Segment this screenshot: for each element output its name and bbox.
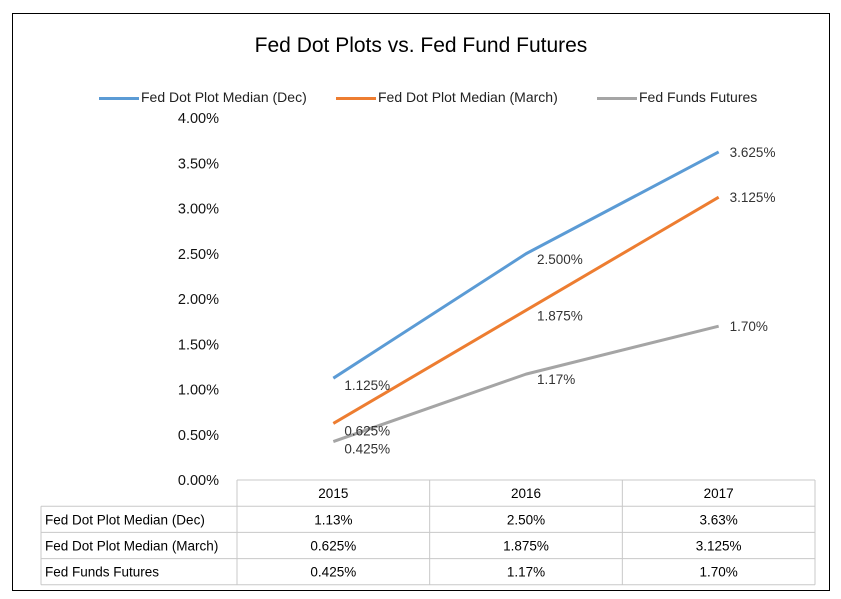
data-label: 1.125%	[344, 378, 390, 393]
table-cell: 2.50%	[507, 512, 545, 527]
table-cell: 1.70%	[700, 565, 738, 580]
series-line-1	[332, 195, 720, 425]
series-line-0	[332, 150, 720, 380]
y-tick-label: 2.00%	[178, 292, 219, 308]
data-label: 0.425%	[344, 442, 390, 457]
legend-label-march: Fed Dot Plot Median (March)	[378, 89, 558, 105]
y-tick-label: 4.00%	[178, 111, 219, 127]
legend-swatch-futures	[597, 97, 637, 100]
data-label: 3.125%	[730, 190, 776, 205]
data-label: 0.625%	[344, 423, 390, 438]
data-label: 1.875%	[537, 308, 583, 323]
data-label: 1.17%	[537, 372, 575, 387]
y-tick-label: 1.00%	[178, 383, 219, 399]
table-row-label: Fed Funds Futures	[45, 565, 159, 580]
legend: Fed Dot Plot Median (Dec) Fed Dot Plot M…	[13, 87, 829, 107]
table-cell: 1.17%	[507, 565, 545, 580]
data-label: 3.625%	[730, 145, 776, 160]
series-line-2	[332, 324, 720, 443]
x-tick-label: 2017	[704, 486, 734, 501]
legend-swatch-dec	[99, 97, 139, 100]
table-cell: 3.63%	[700, 512, 738, 527]
table-cell: 0.625%	[310, 539, 356, 554]
x-tick-label: 2016	[511, 486, 541, 501]
legend-swatch-march	[336, 97, 376, 100]
x-tick-label: 2015	[318, 486, 348, 501]
chart-frame: Fed Dot Plots vs. Fed Fund Futures Fed D…	[12, 13, 830, 591]
table-row-label: Fed Dot Plot Median (March)	[45, 539, 218, 554]
y-tick-label: 2.50%	[178, 247, 219, 263]
data-label: 1.70%	[730, 319, 768, 334]
y-tick-label: 3.50%	[178, 156, 219, 172]
table-cell: 1.13%	[314, 512, 352, 527]
legend-label-futures: Fed Funds Futures	[639, 89, 758, 105]
table-cell: 1.875%	[503, 539, 549, 554]
chart-plot: 4.00% 3.50% 3.00% 2.50% 2.00% 1.50% 1.00% 0.50%…	[40, 111, 816, 586]
table-cell: 0.425%	[310, 565, 356, 580]
y-tick-label: 1.50%	[178, 337, 219, 353]
y-tick-label: 3.00%	[178, 202, 219, 218]
y-tick-label: 0.50%	[178, 428, 219, 444]
y-tick-label: 0.00%	[178, 473, 219, 489]
table-row-label: Fed Dot Plot Median (Dec)	[45, 512, 205, 527]
chart-title: Fed Dot Plots vs. Fed Fund Futures	[254, 34, 588, 57]
legend-label-dec: Fed Dot Plot Median (Dec)	[141, 89, 307, 105]
table-cell: 3.125%	[696, 539, 742, 554]
data-label: 2.500%	[537, 252, 583, 267]
